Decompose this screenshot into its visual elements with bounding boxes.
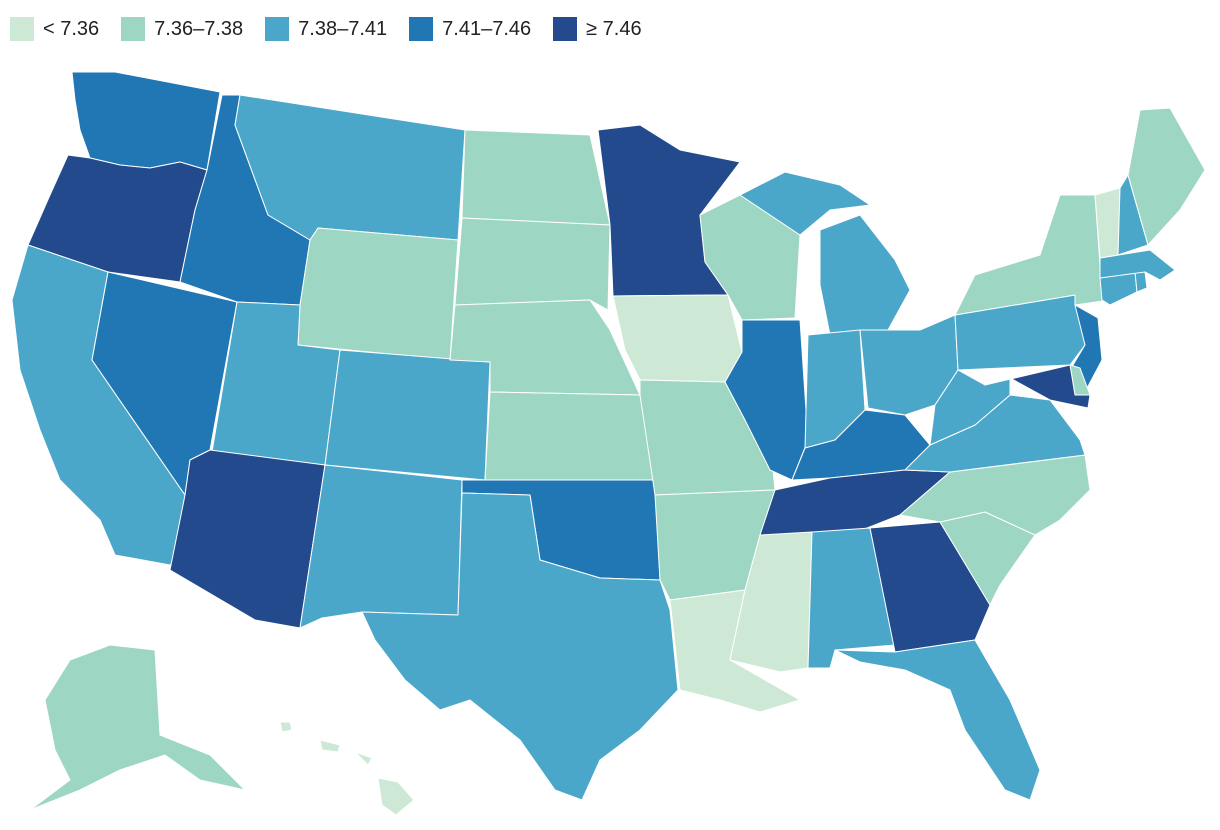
state-wy[interactable] bbox=[297, 227, 459, 361]
legend-label: 7.38–7.41 bbox=[298, 17, 388, 40]
legend-label: < 7.36 bbox=[43, 17, 100, 40]
state-ia[interactable] bbox=[612, 294, 743, 383]
state-md[interactable] bbox=[984, 364, 1091, 409]
legend-swatch bbox=[121, 17, 146, 41]
legend-item: 7.41–7.46 bbox=[409, 17, 531, 41]
legend-label: 7.41–7.46 bbox=[442, 17, 532, 40]
state-mi[interactable] bbox=[739, 171, 911, 336]
state-ri[interactable] bbox=[1134, 271, 1148, 293]
state-vt[interactable] bbox=[1094, 187, 1121, 259]
state-fl[interactable] bbox=[834, 639, 1041, 801]
legend-item: 7.38–7.41 bbox=[265, 17, 387, 41]
state-ak[interactable] bbox=[29, 644, 246, 811]
legend-item: < 7.36 bbox=[10, 17, 99, 41]
state-hi[interactable] bbox=[279, 721, 415, 816]
legend-swatch bbox=[265, 17, 290, 41]
legend-swatch bbox=[409, 17, 434, 41]
state-wv[interactable] bbox=[929, 369, 1011, 446]
state-ny[interactable] bbox=[954, 194, 1111, 316]
state-nd[interactable] bbox=[461, 129, 611, 226]
state-wa[interactable] bbox=[71, 71, 221, 171]
state-nm[interactable] bbox=[299, 464, 463, 629]
state-co[interactable] bbox=[324, 349, 491, 481]
legend: < 7.36 7.36–7.38 7.38–7.41 7.41–7.46 ≥ 7… bbox=[10, 12, 664, 46]
state-az[interactable] bbox=[169, 449, 326, 629]
state-il[interactable] bbox=[724, 319, 809, 481]
state-me[interactable] bbox=[1127, 107, 1206, 246]
legend-item: 7.36–7.38 bbox=[121, 17, 243, 41]
state-ks[interactable] bbox=[484, 391, 656, 481]
legend-label: 7.36–7.38 bbox=[154, 17, 244, 40]
state-ma[interactable] bbox=[1099, 249, 1176, 281]
state-sd[interactable] bbox=[454, 217, 611, 311]
legend-label: ≥ 7.46 bbox=[586, 17, 642, 40]
legend-item: ≥ 7.46 bbox=[553, 17, 642, 41]
legend-swatch bbox=[10, 17, 34, 41]
state-ga[interactable] bbox=[869, 521, 991, 653]
state-tx[interactable] bbox=[361, 492, 679, 801]
legend-swatch bbox=[553, 17, 578, 41]
